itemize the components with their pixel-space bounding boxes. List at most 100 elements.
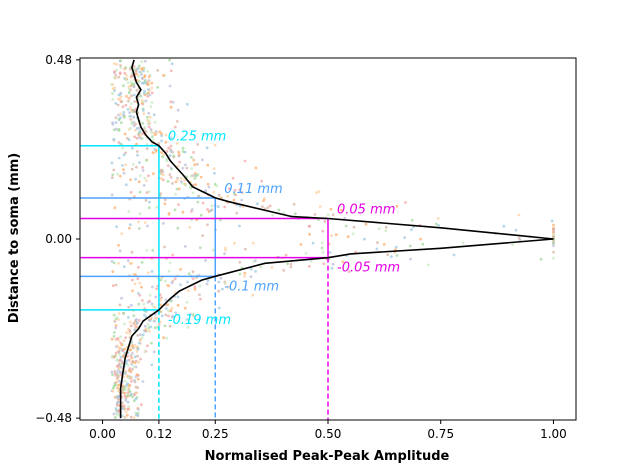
scatter-point <box>193 172 197 175</box>
scatter-point <box>129 191 133 194</box>
scatter-point <box>322 262 326 266</box>
scatter-point <box>130 94 133 98</box>
crossing-label: -0.1 mm <box>224 279 279 294</box>
scatter-point <box>419 237 422 241</box>
scatter-point <box>364 222 368 226</box>
scatter-point <box>289 265 293 269</box>
scatter-point <box>114 407 118 410</box>
scatter-point <box>113 70 116 73</box>
scatter-point <box>117 379 121 383</box>
scatter-point <box>217 289 221 293</box>
y-axis-label: Distance to soma (mm) <box>7 153 22 323</box>
scatter-point <box>318 205 322 208</box>
scatter-point <box>552 240 555 244</box>
scatter-point <box>126 407 130 411</box>
scatter-point <box>173 277 177 281</box>
scatter-point <box>135 69 138 72</box>
scatter-point <box>382 243 386 246</box>
scatter-point <box>140 285 143 289</box>
scatter-point <box>213 182 217 186</box>
scatter-point <box>127 210 131 213</box>
scatter-point <box>176 108 180 112</box>
scatter-point <box>176 142 179 145</box>
scatter-point <box>221 287 224 291</box>
scatter-point <box>169 148 173 152</box>
scatter-point <box>119 112 122 116</box>
scatter-point <box>141 299 144 302</box>
scatter-point <box>115 401 119 405</box>
scatter-point <box>129 126 133 130</box>
scatter-point <box>118 249 122 253</box>
crossing-label: 0.25 mm <box>168 130 226 145</box>
scatter-point <box>170 306 174 310</box>
scatter-point <box>135 373 139 377</box>
scatter-point <box>116 103 120 107</box>
scatter-point <box>150 101 154 104</box>
scatter-point <box>206 279 210 283</box>
scatter-point <box>191 277 195 280</box>
scatter-point <box>249 267 253 271</box>
scatter-point <box>284 253 288 257</box>
scatter-point <box>183 306 187 310</box>
scatter-point <box>143 59 147 63</box>
scatter-point <box>140 60 144 64</box>
scatter-point <box>156 69 160 72</box>
scatter-point <box>240 191 244 194</box>
scatter-point <box>150 86 154 90</box>
scatter-point <box>151 135 154 139</box>
scatter-point <box>320 246 324 250</box>
scatter-point <box>123 322 126 326</box>
scatter-point <box>404 201 407 204</box>
scatter-point <box>124 388 128 392</box>
scatter-point <box>193 177 197 180</box>
scatter-point <box>183 150 187 154</box>
scatter-point <box>192 151 195 154</box>
scatter-point <box>110 370 114 374</box>
scatter-point <box>133 100 137 103</box>
scatter-point <box>180 176 183 180</box>
scatter-point <box>136 354 140 358</box>
scatter-point <box>181 150 185 153</box>
x-tick-label: 0.00 <box>89 427 116 441</box>
scatter-point <box>113 86 116 90</box>
scatter-point <box>189 186 193 190</box>
scatter-point <box>289 262 293 266</box>
scatter-point <box>185 318 189 321</box>
scatter-point <box>160 169 163 173</box>
scatter-point <box>130 380 133 383</box>
scatter-point <box>145 147 149 151</box>
scatter-point <box>131 395 134 399</box>
scatter-point <box>409 257 412 261</box>
scatter-point <box>321 250 325 254</box>
scatter-point <box>211 248 215 252</box>
scatter-point <box>126 354 129 358</box>
scatter-point <box>112 168 116 172</box>
scatter-point <box>517 213 521 217</box>
scatter-point <box>191 313 195 316</box>
scatter-point <box>151 172 155 176</box>
scatter-point <box>502 224 506 228</box>
scatter-point <box>121 146 125 150</box>
scatter-point <box>124 163 128 167</box>
scatter-point <box>205 282 209 286</box>
scatter-point <box>260 179 263 183</box>
scatter-point <box>191 270 195 274</box>
scatter-point <box>128 96 132 100</box>
scatter-point <box>147 75 151 78</box>
scatter-point <box>139 357 143 361</box>
scatter-point <box>307 224 311 228</box>
scatter-point <box>168 58 172 62</box>
scatter-point <box>341 260 345 264</box>
scatter-point <box>129 178 132 182</box>
scatter-point <box>131 352 134 355</box>
scatter-point <box>179 283 182 287</box>
scatter-point <box>315 191 318 194</box>
scatter-point <box>461 241 465 245</box>
scatter-point <box>148 329 151 333</box>
scatter-point <box>165 158 168 161</box>
scatter-point <box>119 66 123 70</box>
scatter-points <box>110 58 555 420</box>
scatter-point <box>137 227 141 230</box>
mean-profile-line <box>119 59 554 419</box>
scatter-point <box>128 332 132 335</box>
